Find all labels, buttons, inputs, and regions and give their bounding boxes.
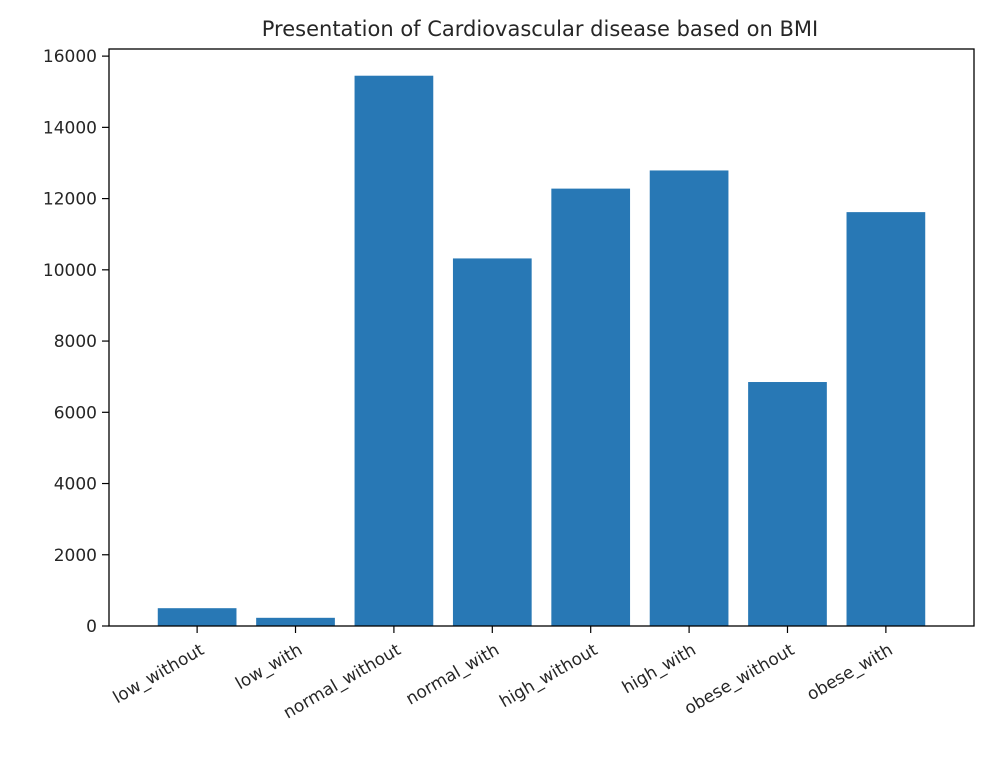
bars-group — [157, 75, 926, 627]
y-tick-label: 10000 — [43, 261, 97, 281]
y-tick-label: 0 — [86, 617, 97, 637]
y-axis: 0 2000 4000 6000 8000 10000 12000 14000 16000 — [43, 47, 109, 637]
x-tick-label: high_without — [496, 640, 601, 712]
y-tick-label: 4000 — [54, 475, 97, 495]
y-tick-label: 14000 — [43, 118, 97, 138]
y-tick-label: 2000 — [54, 546, 97, 566]
bar-high-with — [649, 170, 729, 626]
bar-obese-with — [846, 212, 926, 626]
bar-high-without — [551, 188, 631, 626]
bar-low-with — [256, 617, 335, 626]
x-axis: low_without low_withnormal_withoutnormal_… — [110, 626, 897, 723]
y-tick-label: 8000 — [54, 332, 97, 352]
chart-title: Presentation of Cardiovascular disease b… — [262, 17, 818, 41]
y-tick-label: 16000 — [43, 47, 97, 67]
x-tick-label: obese_with — [804, 640, 897, 705]
plot-frame — [108, 48, 975, 627]
bar-normal-without — [354, 75, 434, 627]
y-tick-label: 12000 — [43, 190, 97, 210]
x-tick-label: high_with — [619, 640, 700, 698]
bar-obese-without — [748, 382, 827, 626]
y-tick-label: 6000 — [54, 403, 97, 423]
bar-low-without — [157, 608, 237, 626]
x-tick-label: low_without — [110, 640, 208, 708]
x-tick-label: normal_with — [403, 640, 503, 709]
x-tick-label: low_with — [232, 640, 306, 694]
x-tick-label: obese_without — [681, 640, 798, 719]
bar-normal-with — [452, 258, 532, 626]
